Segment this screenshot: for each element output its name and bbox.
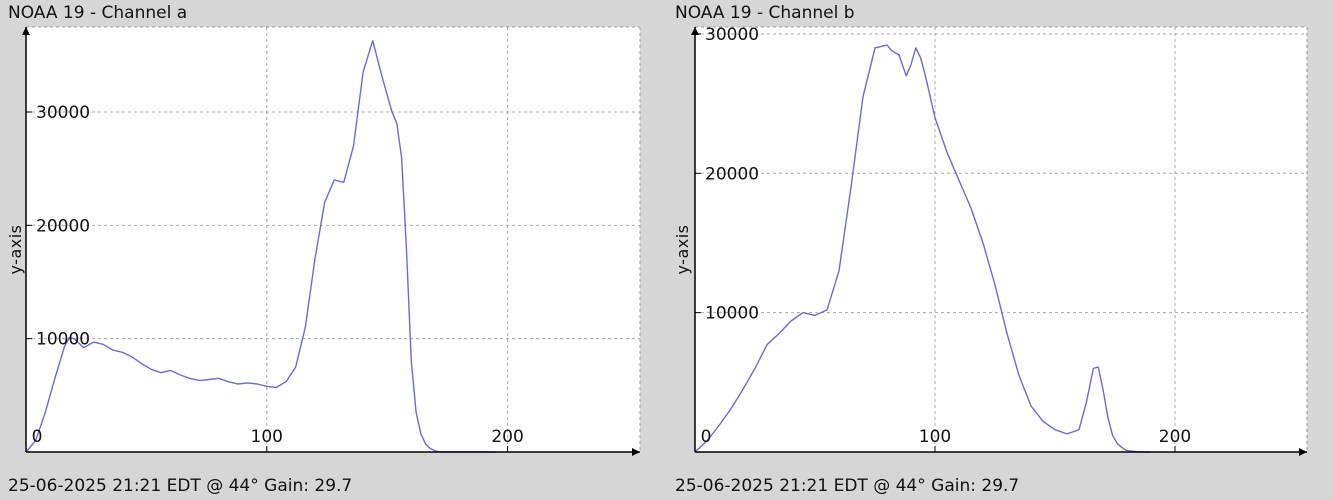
y-axis-label: y-axis — [6, 224, 25, 274]
series-line — [25, 39, 496, 453]
x-tick-label: 200 — [1159, 427, 1191, 447]
y-tick-label: 30000 — [36, 103, 90, 123]
series-line — [694, 44, 1151, 453]
y-tick-label: 20000 — [36, 216, 90, 236]
x-tick-label: 100 — [919, 427, 951, 447]
chart-panel-a: NOAA 19 - Channel a 10000 20000 30000 0 100 2… — [6, 3, 641, 496]
chart-plot-a: 10000 20000 30000 0 100 200 y-axis — [6, 26, 641, 456]
y-tick-label: 10000 — [705, 304, 759, 324]
y-axis-label: y-axis — [673, 224, 692, 274]
chart-title-a: NOAA 19 - Channel a — [8, 3, 188, 23]
y-tick-label: 10000 — [36, 330, 90, 350]
y-axis-arrow — [691, 27, 699, 35]
y-tick-label: 30000 — [705, 25, 759, 45]
plot-background — [26, 27, 640, 452]
x-tick-label: 100 — [251, 427, 283, 447]
plot-background — [695, 27, 1307, 452]
x-axis-arrow — [1299, 448, 1307, 456]
x-tick-label: 0 — [32, 427, 43, 447]
chart-panel-b: NOAA 19 - Channel b 10000 20000 30000 0 100 2… — [667, 0, 1334, 500]
y-tick-label: 20000 — [705, 164, 759, 184]
chart-plot-b: 10000 20000 30000 0 100 200 y-axis — [673, 25, 1308, 456]
x-tick-label: 0 — [701, 427, 712, 447]
x-axis-arrow — [632, 448, 640, 456]
footer-status-b: 25-06-2025 21:21 EDT @ 44° Gain: 29.7 — [675, 476, 1020, 496]
x-tick-label: 200 — [491, 427, 523, 447]
y-axis-arrow — [22, 27, 30, 35]
footer-status-a: 25-06-2025 21:21 EDT @ 44° Gain: 29.7 — [8, 476, 353, 496]
chart-title-b: NOAA 19 - Channel b — [675, 3, 855, 23]
